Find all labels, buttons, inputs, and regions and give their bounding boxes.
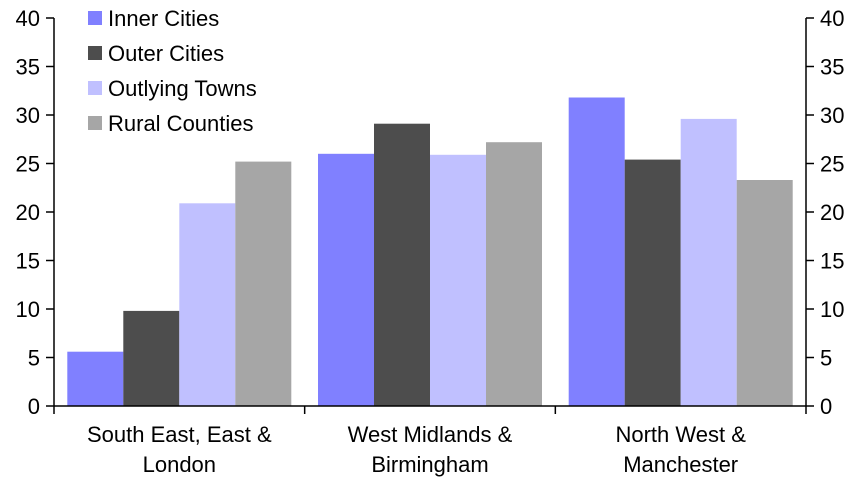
y-tick-label-left: 15	[16, 249, 40, 274]
legend-swatch-1	[88, 11, 102, 25]
category-label-2: West Midlands &	[348, 422, 513, 447]
y-tick-label-right: 35	[820, 55, 844, 80]
y-tick-label-left: 5	[28, 346, 40, 371]
bar-outer-cities-2	[374, 123, 430, 406]
legend-label-1: Inner Cities	[108, 6, 219, 31]
bar-rural-counties-3	[736, 180, 793, 406]
bar-inner-cities-2	[318, 153, 374, 406]
legend-swatch-2	[88, 46, 102, 60]
bar-outlying-towns-2	[430, 154, 486, 406]
bar-outer-cities-1	[123, 310, 180, 406]
category-label-3: North West &	[615, 422, 746, 447]
bar-rural-counties-2	[486, 142, 542, 406]
y-tick-label-left: 25	[16, 152, 40, 177]
y-tick-label-right: 25	[820, 152, 844, 177]
y-tick-label-left: 20	[16, 200, 40, 225]
y-tick-label-right: 30	[820, 103, 844, 128]
y-tick-label-right: 40	[820, 6, 844, 31]
legend-label-3: Outlying Towns	[108, 76, 257, 101]
bar-rural-counties-1	[235, 161, 292, 406]
legend-label-2: Outer Cities	[108, 41, 224, 66]
y-tick-label-right: 10	[820, 297, 844, 322]
y-tick-label-left: 30	[16, 103, 40, 128]
category-label-1: London	[143, 452, 216, 477]
y-tick-label-right: 20	[820, 200, 844, 225]
category-label-1: South East, East &	[87, 422, 272, 447]
y-tick-label-right: 15	[820, 249, 844, 274]
bar-outer-cities-3	[624, 159, 681, 406]
legend-label-4: Rural Counties	[108, 111, 254, 136]
y-tick-label-left: 35	[16, 55, 40, 80]
y-tick-label-left: 40	[16, 6, 40, 31]
category-label-2: Birmingham	[371, 452, 488, 477]
y-tick-label-right: 0	[820, 394, 832, 419]
bar-inner-cities-3	[568, 97, 625, 406]
y-tick-label-right: 5	[820, 346, 832, 371]
category-label-3: Manchester	[623, 452, 738, 477]
bar-outlying-towns-1	[179, 203, 236, 406]
legend-swatch-3	[88, 81, 102, 95]
y-tick-label-left: 10	[16, 297, 40, 322]
y-tick-label-left: 0	[28, 394, 40, 419]
bar-outlying-towns-3	[680, 118, 737, 407]
legend-swatch-4	[88, 116, 102, 130]
bar-inner-cities-1	[67, 351, 124, 406]
